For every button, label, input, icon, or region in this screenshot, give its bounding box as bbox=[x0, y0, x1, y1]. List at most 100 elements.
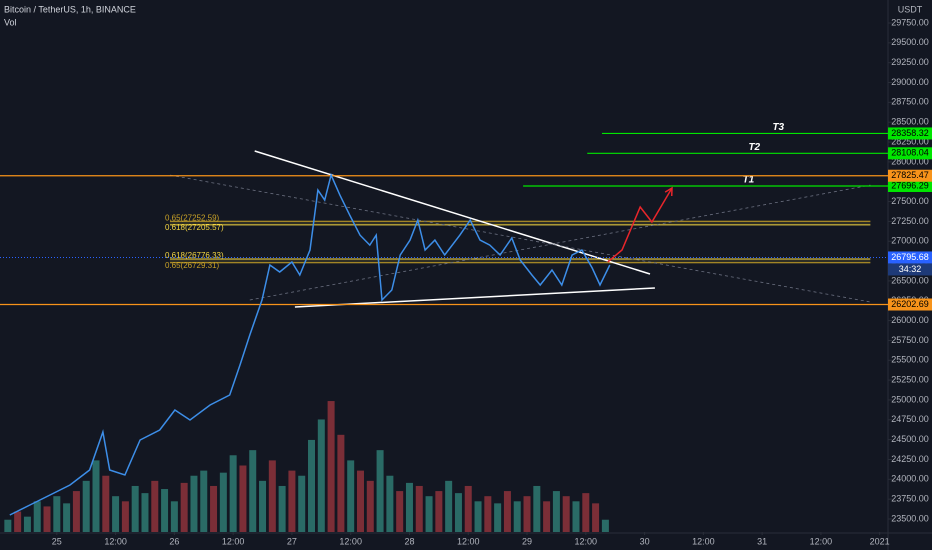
volume-bar bbox=[219, 472, 227, 532]
level-label: T2 bbox=[748, 142, 760, 153]
volume-bar bbox=[63, 503, 71, 532]
volume-bar bbox=[366, 480, 374, 532]
y-tick-label: 26500.00 bbox=[891, 275, 929, 285]
volume-bar bbox=[415, 485, 423, 532]
volume-bar bbox=[92, 460, 100, 532]
volume-bar bbox=[396, 491, 404, 532]
volume-bar bbox=[454, 493, 462, 532]
volume-bar bbox=[180, 482, 188, 532]
volume-bar bbox=[43, 506, 51, 532]
volume-bar bbox=[523, 496, 531, 532]
price-line bbox=[9, 172, 611, 516]
y-tick-label: 27500.00 bbox=[891, 196, 929, 206]
y-tick-label: 29250.00 bbox=[891, 57, 929, 67]
volume-bar bbox=[4, 519, 12, 532]
level-label: T1 bbox=[743, 175, 755, 186]
price-tag-label: 28358.32 bbox=[891, 128, 929, 138]
volume-bar bbox=[435, 491, 443, 532]
price-tag bbox=[888, 298, 932, 311]
chart-title: Bitcoin / TetherUS, 1h, BINANCE bbox=[4, 4, 136, 14]
volume-bar bbox=[170, 501, 178, 532]
fib-label: 0.65(27252.59) bbox=[165, 213, 220, 222]
price-tag-label: 26795.68 bbox=[891, 252, 929, 262]
volume-bar bbox=[298, 475, 306, 532]
volume-bar bbox=[582, 493, 590, 532]
level-label: T3 bbox=[772, 122, 784, 133]
volume-bar bbox=[210, 485, 218, 532]
y-tick-label: 28000.00 bbox=[891, 156, 929, 166]
volume-bar bbox=[513, 501, 521, 532]
x-tick-label: 28 bbox=[404, 536, 414, 546]
y-tick-label: 24750.00 bbox=[891, 414, 929, 424]
volume-bar bbox=[131, 485, 139, 532]
volume-bar bbox=[601, 519, 609, 532]
volume-bar bbox=[249, 450, 257, 532]
volume-bar bbox=[327, 401, 335, 532]
volume-bar bbox=[572, 501, 580, 532]
x-tick-label: 29 bbox=[522, 536, 532, 546]
y-tick-label: 27250.00 bbox=[891, 216, 929, 226]
volume-bar bbox=[141, 493, 149, 532]
volume-bar bbox=[484, 496, 492, 532]
y-tick-label: 25250.00 bbox=[891, 374, 929, 384]
fib-label: 0.618(27205.57) bbox=[165, 223, 224, 232]
volume-bar bbox=[494, 503, 502, 532]
volume-bar bbox=[376, 450, 384, 532]
volume-bar bbox=[82, 480, 90, 532]
price-tag bbox=[888, 179, 932, 192]
x-tick-label: 12:00 bbox=[457, 536, 480, 546]
x-tick-label: 26 bbox=[169, 536, 179, 546]
x-tick-label: 12:00 bbox=[575, 536, 598, 546]
x-tick-label: 12:00 bbox=[222, 536, 245, 546]
volume-bar bbox=[278, 485, 286, 532]
trendline bbox=[294, 287, 655, 308]
volume-bar bbox=[239, 465, 247, 532]
y-tick-label: 29000.00 bbox=[891, 77, 929, 87]
volume-bar bbox=[386, 475, 394, 532]
x-tick-label: 12:00 bbox=[810, 536, 833, 546]
volume-bar bbox=[543, 501, 551, 532]
volume-bar bbox=[562, 496, 570, 532]
volume-bar bbox=[337, 434, 345, 532]
volume-bar bbox=[14, 511, 22, 532]
volume-bar bbox=[464, 485, 472, 532]
price-tag bbox=[888, 169, 932, 182]
volume-bar bbox=[308, 439, 316, 532]
y-tick-label: 28500.00 bbox=[891, 117, 929, 127]
volume-bar bbox=[190, 475, 198, 532]
price-tag-label: 28108.04 bbox=[891, 148, 929, 158]
y-tick-label: 29500.00 bbox=[891, 37, 929, 47]
volume-bar bbox=[347, 460, 355, 532]
volume-bar bbox=[112, 496, 120, 532]
trendline bbox=[169, 174, 871, 303]
x-tick-label: 12:00 bbox=[104, 536, 127, 546]
x-tick-label: 25 bbox=[52, 536, 62, 546]
y-tick-label: 23500.00 bbox=[891, 513, 929, 523]
volume-bar bbox=[229, 455, 237, 532]
arrow-head bbox=[664, 186, 673, 197]
volume-bar bbox=[200, 470, 208, 532]
y-tick-label: 28750.00 bbox=[891, 97, 929, 107]
volume-bar bbox=[552, 491, 560, 532]
price-tag-label: 26202.69 bbox=[891, 299, 929, 309]
y-tick-label: 24000.00 bbox=[891, 474, 929, 484]
volume-bar bbox=[356, 470, 364, 532]
fib-band bbox=[169, 221, 871, 225]
projection-arrow bbox=[607, 187, 673, 263]
axis-unit: USDT bbox=[898, 4, 923, 14]
countdown-label: 34:32 bbox=[899, 264, 922, 274]
volume-bar bbox=[121, 501, 129, 532]
price-tag bbox=[888, 147, 932, 160]
volume-bar bbox=[102, 475, 110, 532]
x-tick-label: 31 bbox=[757, 536, 767, 546]
y-tick-label: 26000.00 bbox=[891, 315, 929, 325]
volume-bar bbox=[23, 516, 31, 532]
y-tick-label: 28250.00 bbox=[891, 136, 929, 146]
volume-bar bbox=[259, 480, 267, 532]
fib-label: 0.618(26776.33) bbox=[165, 251, 224, 260]
x-tick-label: 12:00 bbox=[692, 536, 715, 546]
indicator-label: Vol bbox=[4, 17, 17, 27]
volume-bar bbox=[288, 470, 296, 532]
